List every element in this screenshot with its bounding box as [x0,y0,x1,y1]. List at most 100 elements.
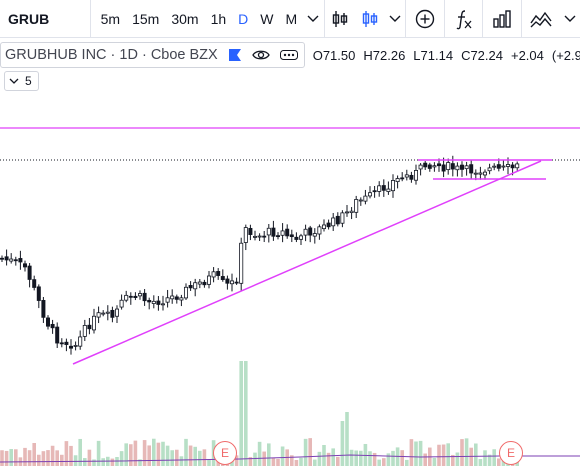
interval-1h[interactable]: 1h [210,10,227,27]
templates-icon [529,11,552,27]
volume-bar [156,442,161,466]
volume-bar [230,451,234,466]
candle-body [64,341,69,345]
candle-body [142,292,147,302]
earnings-marker[interactable]: E [499,441,523,465]
candle-body [501,165,506,168]
interval-1w[interactable]: W [260,10,274,27]
candle-body [450,163,455,170]
volume-bar [152,438,156,466]
candle-body [128,295,133,298]
volume-bar [101,458,105,466]
volume-bar [382,458,386,466]
indicators-collapse-button[interactable]: 5 [4,71,39,91]
volume-bar [363,443,368,466]
interval-dropdown[interactable] [303,0,324,38]
volume-bar [18,457,23,466]
ohlc-open: O71.50 [312,47,356,63]
candle-body [216,271,221,276]
templates-dropdown[interactable] [559,0,580,38]
volume-bar [368,451,372,466]
volume-bar [340,421,345,466]
volume-bar [290,455,294,466]
candle-body [179,297,184,301]
financials-button[interactable] [483,0,521,38]
more-icon[interactable] [279,49,298,61]
candle-body [243,227,248,243]
candle-body [478,172,483,175]
volume-bar [211,440,216,466]
candle-body [349,210,354,214]
candle-body [13,259,18,262]
volume-bar [244,361,248,466]
interval-15m[interactable]: 15m [132,10,160,27]
candle-body [400,177,405,180]
interval-1d[interactable]: D [238,10,249,27]
indicators-button[interactable] [445,0,483,38]
candle-body [69,345,74,349]
indicators-icon [456,9,472,29]
volume-bar [271,458,276,466]
candle-body [202,281,207,286]
candle-body [160,303,165,306]
candle-body [505,164,510,167]
volume-bar [248,457,253,466]
volume-bar [216,459,220,466]
candle-body [188,285,193,289]
candle-body [510,164,515,169]
volume-bar [451,454,455,466]
candle-body [105,311,110,314]
legend-title: GRUBHUB INC · 1D · Cboe BZX [5,47,218,63]
volume-bar [257,441,262,466]
candle-body [110,309,115,318]
candle-body [354,199,359,213]
bar-chart-button[interactable] [325,0,355,38]
candle-body [151,300,156,304]
volume-bar [50,445,55,466]
candle-body [386,188,391,192]
candle-body [464,165,469,170]
flag-icon[interactable] [228,48,242,62]
chevron-down-icon [389,15,401,22]
interval-30m[interactable]: 30m [171,10,199,27]
volume-bar [395,447,400,466]
legend-title-box[interactable]: GRUBHUB INC · 1D · Cboe BZX [0,42,305,68]
candle-body [101,312,106,315]
volume-bar [147,445,151,466]
interval-1m[interactable]: M [285,10,298,27]
ohlc-low: L71.14 [413,47,454,63]
volume-bar [110,458,115,466]
candle-chart-button[interactable] [355,0,385,38]
candle-body [275,235,280,238]
volume-bar [253,452,257,466]
toolbar-divider [405,0,407,38]
candle-body [344,211,349,214]
candle-body [239,242,244,284]
volume-bar [96,440,101,466]
volume-bar [400,450,404,466]
templates-button[interactable] [522,0,560,38]
candle-body [18,258,23,263]
candle-body [82,325,87,337]
volume-bar [469,447,473,466]
eye-icon[interactable] [251,49,270,61]
chart-type-dropdown[interactable] [385,0,406,38]
candle-body [390,180,395,192]
symbol-search[interactable]: GRUB [0,0,91,38]
toolbar-divider [482,0,484,38]
candle-body [206,275,211,285]
candle-body [220,276,225,281]
volume-bar [336,456,340,466]
compare-button[interactable] [406,0,444,38]
candle-body [271,227,276,237]
interval-5m[interactable]: 5m [100,10,121,27]
volume-bar [138,459,142,466]
candle-body [280,230,285,236]
volume-bar [349,449,354,466]
candle-body [289,234,294,238]
candle-body [335,215,340,225]
candle-body [372,190,377,193]
earnings-marker[interactable]: E [213,441,237,465]
